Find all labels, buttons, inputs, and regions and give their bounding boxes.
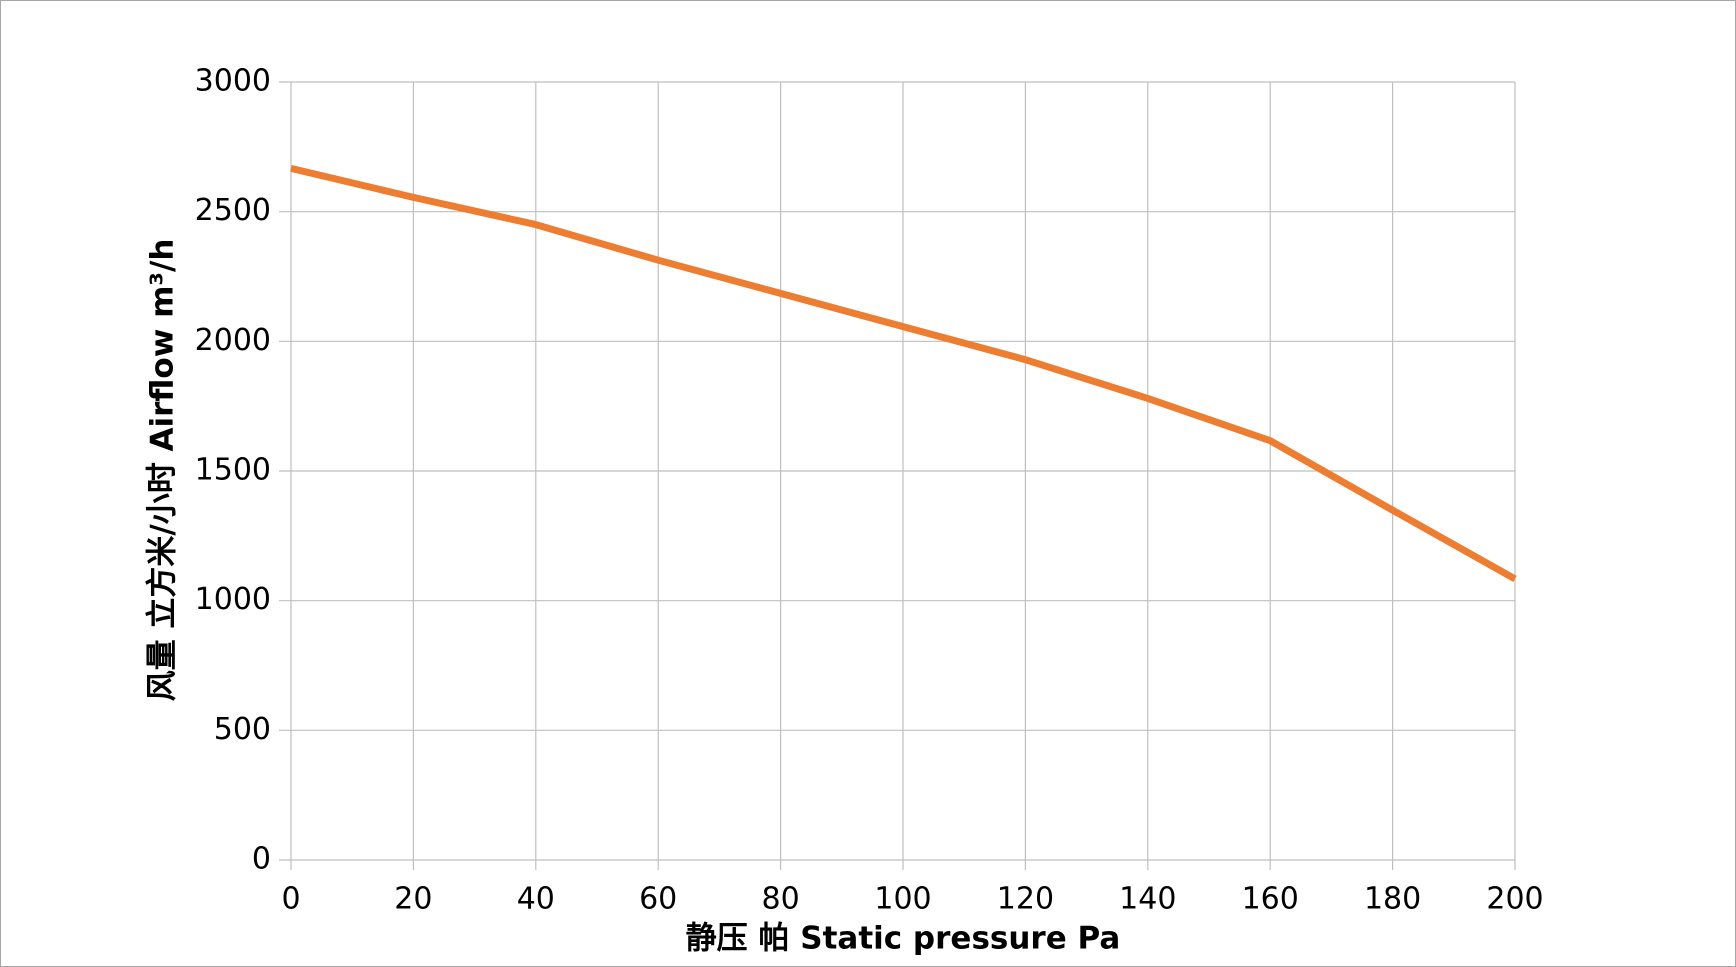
y-tick-label: 3000 <box>195 64 271 99</box>
x-tick-label: 40 <box>517 882 555 917</box>
x-axis-title: 静压 帕 Static pressure Pa <box>686 921 1121 957</box>
x-tick-label: 60 <box>639 882 677 917</box>
y-tick-label: 1000 <box>195 582 271 617</box>
x-tick-label: 0 <box>281 882 300 917</box>
x-tick-label: 20 <box>394 882 432 917</box>
y-tick-label: 500 <box>214 712 271 747</box>
x-tick-label: 80 <box>762 882 800 917</box>
x-tick-label: 120 <box>997 882 1054 917</box>
x-tick-label: 100 <box>874 882 931 917</box>
x-tick-label: 180 <box>1364 882 1421 917</box>
y-axis-title: 风量 立方米/小时 Airflow m³/h <box>145 239 181 702</box>
y-tick-label: 2000 <box>195 323 271 358</box>
data-line <box>290 164 1517 582</box>
x-tick-label: 200 <box>1486 882 1543 917</box>
x-tick-label: 160 <box>1242 882 1299 917</box>
y-tick-label: 2500 <box>195 193 271 228</box>
y-tick-label: 0 <box>252 842 271 877</box>
y-tick-label: 1500 <box>195 453 271 488</box>
x-tick-label: 140 <box>1119 882 1176 917</box>
